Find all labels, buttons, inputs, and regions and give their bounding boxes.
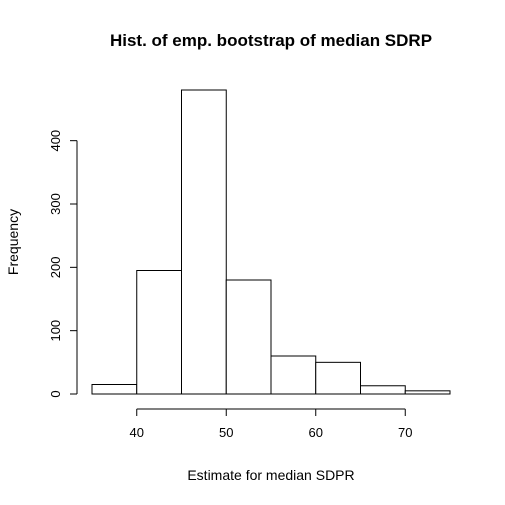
histogram-bar bbox=[136, 270, 182, 395]
histogram-bar bbox=[225, 279, 272, 395]
y-tick-label: 200 bbox=[48, 256, 63, 278]
bars-group bbox=[91, 89, 451, 395]
histogram-bar bbox=[270, 355, 317, 395]
y-tick-label: 300 bbox=[48, 193, 63, 215]
histogram-bar bbox=[404, 390, 451, 395]
chart-title: Hist. of emp. bootstrap of median SDRP bbox=[110, 31, 432, 50]
y-tick-label: 400 bbox=[48, 130, 63, 152]
x-tick-label: 50 bbox=[219, 425, 233, 440]
histogram-bar bbox=[360, 385, 406, 395]
x-tick-label: 40 bbox=[130, 425, 144, 440]
x-axis: 40 50 60 70 bbox=[130, 408, 412, 440]
y-axis-label: Frequency bbox=[5, 209, 21, 275]
y-axis: 0 100 200 300 400 bbox=[48, 130, 78, 398]
x-tick-label: 70 bbox=[398, 425, 412, 440]
histogram-bar bbox=[181, 89, 227, 395]
y-tick-label: 100 bbox=[48, 320, 63, 342]
histogram-bar bbox=[315, 361, 361, 395]
y-tick-label: 0 bbox=[48, 390, 63, 397]
x-axis-label: Estimate for median SDPR bbox=[187, 467, 354, 483]
x-tick-label: 60 bbox=[309, 425, 323, 440]
histogram-bar bbox=[91, 384, 138, 395]
